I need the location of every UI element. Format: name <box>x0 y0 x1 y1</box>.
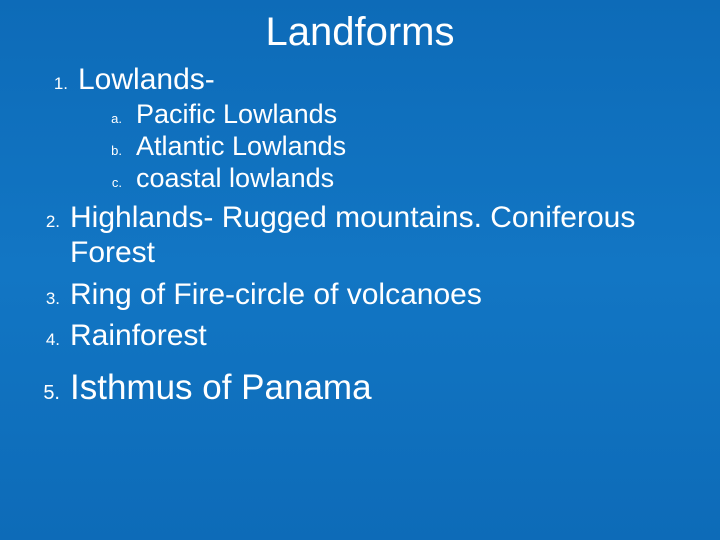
list-text: Rainforest <box>70 318 207 353</box>
list-item-5: 5. Isthmus of Panama <box>30 368 720 408</box>
list-number: 1. <box>30 74 78 94</box>
list-text: Isthmus of Panama <box>70 368 372 408</box>
list-item-4: 4. Rainforest <box>30 318 720 353</box>
list-text: Highlands- Rugged mountains. Coniferous … <box>70 200 690 271</box>
list-text: Lowlands- <box>78 63 215 97</box>
list-number: 2. <box>30 212 70 232</box>
list-item-2: 2. Highlands- Rugged mountains. Conifero… <box>30 200 720 271</box>
list-number: 3. <box>30 289 70 309</box>
sublist-text: coastal lowlands <box>136 163 334 194</box>
sublist-letter: a. <box>90 111 136 126</box>
sublist-text: Atlantic Lowlands <box>136 131 346 162</box>
sublist-item-a: a. Pacific Lowlands <box>90 99 720 130</box>
sublist-letter: b. <box>90 143 136 158</box>
sublist-text: Pacific Lowlands <box>136 99 337 130</box>
sublist-item-c: c. coastal lowlands <box>90 163 720 194</box>
sublist-item-b: b. Atlantic Lowlands <box>90 131 720 162</box>
list-number: 4. <box>30 330 70 350</box>
list-item-1: 1. Lowlands- <box>30 63 720 97</box>
list-item-3: 3. Ring of Fire-circle of volcanoes <box>30 277 720 312</box>
slide-title: Landforms <box>0 0 720 63</box>
slide-content: 1. Lowlands- a. Pacific Lowlands b. Atla… <box>0 63 720 408</box>
list-number: 5. <box>30 382 70 405</box>
list-text: Ring of Fire-circle of volcanoes <box>70 277 482 312</box>
sublist-letter: c. <box>90 175 136 190</box>
